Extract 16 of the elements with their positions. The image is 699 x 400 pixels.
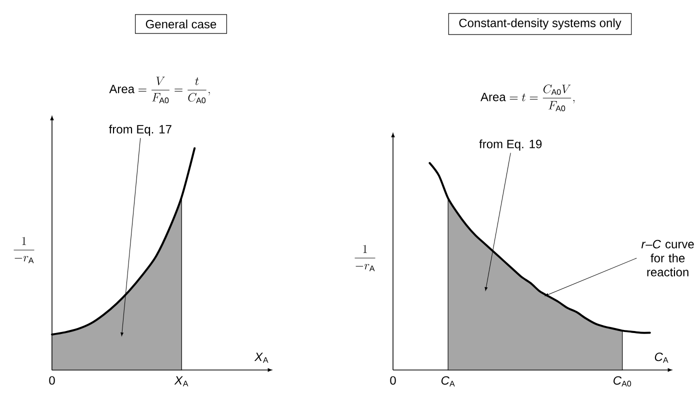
text: $\text{Area} = \frac{V}{F_{\mathrm{A0}}} = \frac{t}{C_{\mathrm{A0}}},$ — [109, 76, 210, 104]
chart-title: Constant-density systems only — [459, 18, 622, 30]
y-axis-title: $\frac{1}{-r_{\mathrm{A}}}$ — [354, 244, 376, 272]
chart-title: General case — [146, 20, 216, 28]
x-axis-title: C$_{A}$ — [654, 352, 668, 363]
x-tick-label: X$_{A}$ — [174, 376, 188, 386]
y-axis-title: $\frac{1}{-r_{\mathrm{A}}}$ — [14, 236, 34, 264]
text: from Eq. 17 — [109, 124, 172, 136]
text: $\text{Area} = t = \frac{C_{\mathrm{A0}}V}{F_{\mathrm{A0}}},$ — [480, 84, 575, 112]
x-tick-label: 0 — [390, 376, 396, 385]
annotation: r–C curve for the reaction — [641, 240, 694, 276]
text: from Eq. 19 — [479, 139, 542, 151]
x-tick-label: C$_{A}$ — [441, 376, 455, 386]
x-tick-label: 0 — [49, 376, 55, 385]
x-tick-label: C$_{A0}$ — [614, 376, 632, 386]
x-axis-title: X$_{A}$ — [254, 352, 268, 363]
